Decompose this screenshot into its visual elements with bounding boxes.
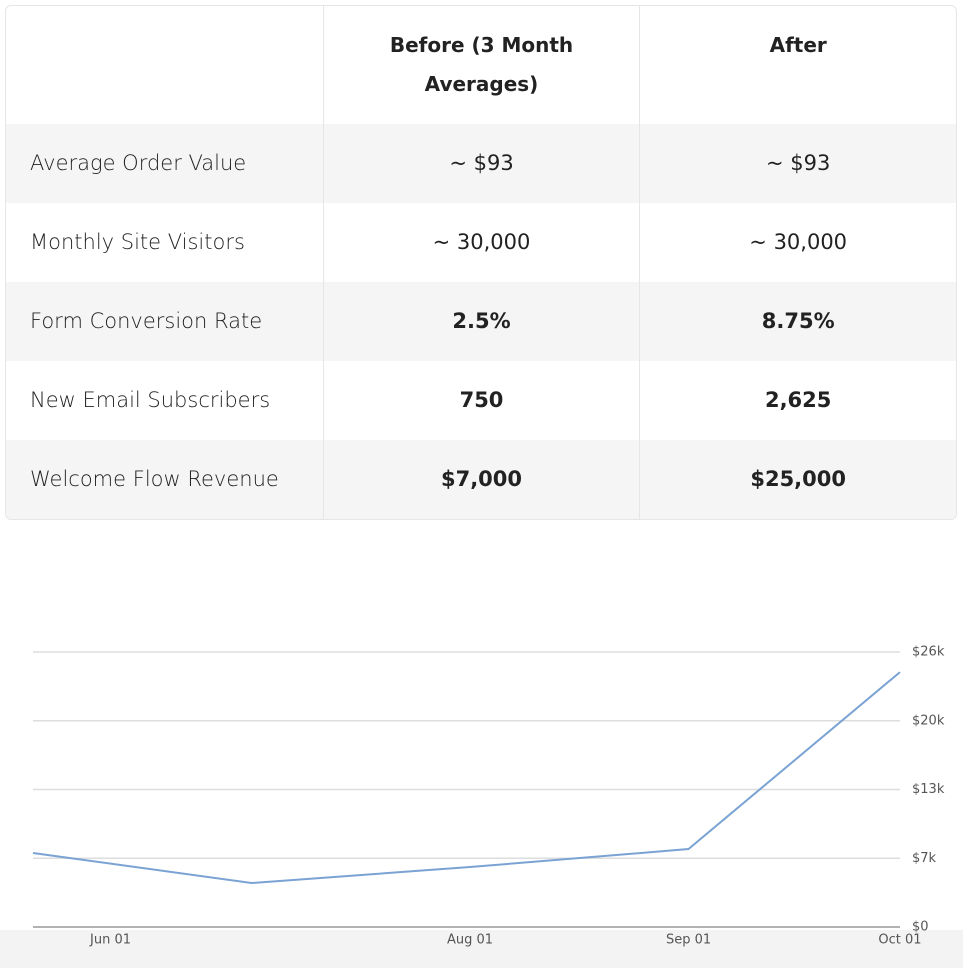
- table-cell: ~ 30,000: [322, 203, 640, 282]
- table-cell: Welcome Flow Revenue: [30, 467, 279, 491]
- table-cell: 2,625: [639, 361, 956, 440]
- table-row: Form Conversion Rate 2.5% 8.75%: [6, 282, 956, 361]
- table-row: Average Order Value ~ $93 ~ $93: [6, 124, 956, 203]
- y-tick-label: $13k: [912, 782, 945, 797]
- table-cell: ~ 30,000: [639, 203, 956, 282]
- table-cell: Average Order Value: [30, 151, 247, 175]
- table-cell: New Email Subscribers: [30, 388, 271, 412]
- chart: $0 $7k $13k $20k $26k Jun 01 Aug 01 Sep 01 Oct 0…: [0, 645, 963, 968]
- x-tick-label: Oct 01: [878, 933, 921, 948]
- line: [32, 671, 901, 885]
- header-cell: Before (3 Month Averages): [322, 6, 640, 124]
- axis-band: [0, 930, 963, 968]
- table-cell: ~ $93: [322, 124, 640, 203]
- y-tick-label: $0: [912, 920, 929, 935]
- x-tick-label: Sep 01: [666, 933, 711, 948]
- table-cell: 750: [322, 361, 640, 440]
- table-cell: Monthly Site Visitors: [30, 230, 245, 254]
- table-row: Monthly Site Visitors ~ 30,000 ~ 30,000: [6, 203, 956, 282]
- comparison-table: Before (3 Month Averages) After Average Or…: [5, 5, 957, 520]
- table-cell: 8.75%: [639, 282, 956, 361]
- x-tick-label: Jun 01: [89, 933, 131, 948]
- y-tick-label: $26k: [912, 645, 945, 660]
- table-cell: 2.5%: [322, 282, 640, 361]
- y-tick-label: $20k: [912, 713, 945, 728]
- table-cell: Form Conversion Rate: [30, 309, 263, 333]
- table-cell: ~ $93: [639, 124, 956, 203]
- table-cell: $25,000: [639, 440, 956, 519]
- y-tick-label: $7k: [912, 851, 937, 866]
- header-cell: After: [639, 6, 956, 124]
- table-row: New Email Subscribers 750 2,625: [6, 361, 956, 440]
- table-cell: $7,000: [322, 440, 640, 519]
- header-cell: [6, 6, 323, 124]
- header-row: Before (3 Month Averages) After: [6, 6, 956, 124]
- x-tick-label: Aug 01: [447, 933, 493, 948]
- table-row: Welcome Flow Revenue $7,000 $25,000: [6, 440, 956, 519]
